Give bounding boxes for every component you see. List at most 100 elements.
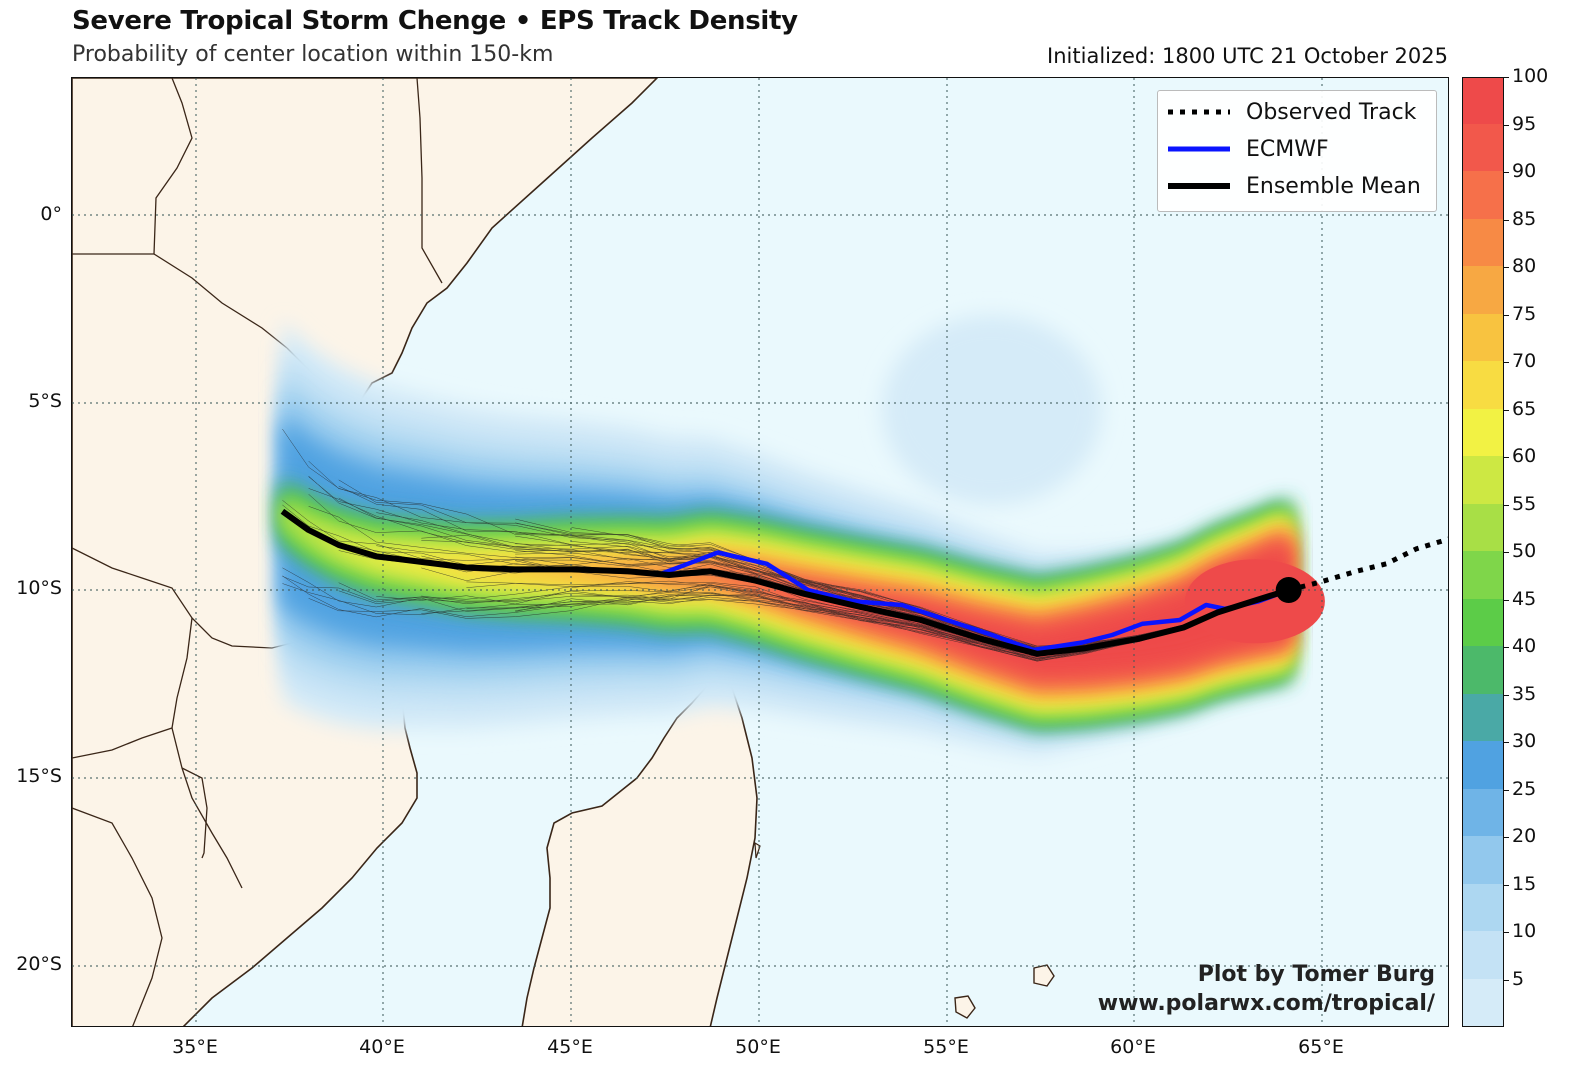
colorbar-tick-label: 40	[1512, 635, 1537, 657]
density-band-19	[282, 511, 1289, 675]
colorbar-tick-mark	[1503, 884, 1509, 886]
colorbar-tick-mark	[1503, 552, 1509, 553]
lat-label-20s: 20°S	[16, 953, 62, 975]
colorbar-segment	[1463, 550, 1503, 599]
lon-label-35e: 35°E	[172, 1036, 218, 1058]
colorbar-tick-mark	[1503, 979, 1509, 981]
lon-label-50e: 50°E	[735, 1036, 781, 1058]
lat-label-0: 0°	[40, 203, 62, 225]
colorbar-tick-mark	[1503, 362, 1509, 363]
legend-mean-label: Ensemble Mean	[1246, 173, 1421, 199]
legend-observed: Observed Track	[1166, 97, 1416, 127]
madagascar-land	[521, 677, 758, 1026]
colorbar-segment	[1463, 930, 1503, 979]
colorbar-tick-label: 100	[1512, 65, 1549, 87]
colorbar-tick-mark	[1503, 77, 1509, 78]
colorbar-segment	[1463, 978, 1503, 1026]
mauritius-island	[954, 995, 976, 1019]
colorbar-tick-label: 80	[1512, 255, 1537, 277]
legend-mean: Ensemble Mean	[1166, 171, 1421, 201]
colorbar-segment	[1463, 835, 1503, 884]
colorbar-segment	[1463, 408, 1503, 456]
colorbar-tick-mark	[1503, 647, 1509, 648]
colorbar-tick-label: 20	[1512, 825, 1537, 847]
reunion-island	[1033, 964, 1055, 987]
colorbar-tick-label: 45	[1512, 587, 1537, 610]
colorbar-tick-mark	[1503, 504, 1509, 506]
colorbar-tick-label: 35	[1512, 682, 1537, 705]
map-panel	[71, 77, 1449, 1027]
credit-url: www.polarwx.com/tropical/	[1097, 991, 1435, 1016]
colorbar-tick-label: 25	[1512, 777, 1537, 800]
density-lobe-north	[882, 315, 1103, 505]
colorbar-tick-mark	[1503, 789, 1509, 791]
colorbar-tick-label: 85	[1512, 207, 1537, 230]
colorbar-segment	[1463, 740, 1503, 789]
country-borders	[72, 78, 443, 1026]
lon-label-45e: 45°E	[547, 1036, 593, 1058]
colorbar-tick-label: 55	[1512, 492, 1537, 515]
colorbar-tick-label: 15	[1512, 872, 1537, 895]
colorbar-tick-mark	[1503, 742, 1509, 743]
colorbar-tick-mark	[1503, 124, 1509, 126]
colorbar-segment	[1463, 788, 1503, 836]
map-canvas	[72, 78, 1448, 1026]
ecmwf-track-line	[657, 550, 1290, 653]
init-time: Initialized: 1800 UTC 21 October 2025	[1047, 44, 1448, 68]
colorbar-tick-mark	[1503, 219, 1509, 221]
colorbar-segment	[1463, 455, 1503, 504]
colorbar-segment	[1463, 313, 1503, 361]
credit-author: Plot by Tomer Burg	[1197, 962, 1435, 987]
chart-title: Severe Tropical Storm Chenge • EPS Track…	[72, 6, 798, 36]
legend-ecmwf-swatch	[1168, 146, 1230, 152]
lon-label-40e: 40°E	[359, 1036, 405, 1058]
colorbar-tick-mark	[1503, 314, 1509, 316]
colorbar-tick-mark	[1503, 409, 1509, 411]
current-position-marker	[1275, 577, 1302, 603]
lat-label-5s: 5°S	[28, 390, 62, 412]
colorbar-segment	[1463, 218, 1503, 266]
gridlines	[72, 78, 1448, 1026]
lon-label-65e: 65°E	[1298, 1036, 1344, 1058]
colorbar-segment	[1463, 693, 1503, 741]
colorbar-tick-mark	[1503, 694, 1509, 696]
legend-ecmwf: ECMWF	[1166, 134, 1329, 164]
colorbar-tick-mark	[1503, 599, 1509, 601]
colorbar-tick-label: 50	[1512, 540, 1537, 562]
colorbar-tick-mark	[1503, 932, 1509, 933]
colorbar-tick-label: 90	[1512, 160, 1537, 182]
legend-ecmwf-label: ECMWF	[1246, 136, 1329, 162]
lon-label-60e: 60°E	[1110, 1036, 1156, 1058]
colorbar-tick-label: 30	[1512, 730, 1537, 752]
colorbar-segment	[1463, 503, 1503, 551]
colorbar-segment	[1463, 360, 1503, 409]
colorbar-tick-label: 65	[1512, 397, 1537, 420]
colorbar	[1462, 77, 1504, 1027]
colorbar-tick-mark	[1503, 267, 1509, 268]
legend-mean-swatch	[1168, 183, 1230, 189]
colorbar-segment	[1463, 598, 1503, 646]
lat-label-15s: 15°S	[16, 765, 62, 787]
colorbar-segment	[1463, 883, 1503, 931]
colorbar-tick-mark	[1503, 837, 1509, 838]
legend-observed-swatch	[1168, 109, 1230, 115]
colorbar-segment	[1463, 645, 1503, 694]
colorbar-tick-mark	[1503, 457, 1509, 458]
legend-observed-label: Observed Track	[1246, 99, 1417, 125]
colorbar-segment	[1463, 170, 1503, 219]
ensemble-mean-track-line	[280, 508, 1290, 657]
chart-subtitle: Probability of center location within 15…	[72, 42, 554, 67]
colorbar-segment	[1463, 78, 1503, 124]
colorbar-tick-label: 75	[1512, 302, 1537, 325]
colorbar-segment	[1463, 265, 1503, 314]
colorbar-tick-label: 10	[1512, 920, 1537, 942]
lon-label-55e: 55°E	[923, 1036, 969, 1058]
legend: Observed Track ECMWF Ensemble Mean	[1157, 90, 1437, 212]
cargados-island	[754, 841, 761, 859]
colorbar-tick-label: 95	[1512, 112, 1537, 135]
colorbar-segment	[1463, 123, 1503, 171]
colorbar-tick-label: 70	[1512, 350, 1537, 372]
observed-track-line	[1288, 536, 1448, 593]
colorbar-tick-label: 60	[1512, 445, 1537, 467]
colorbar-tick-label: 5	[1512, 967, 1525, 990]
